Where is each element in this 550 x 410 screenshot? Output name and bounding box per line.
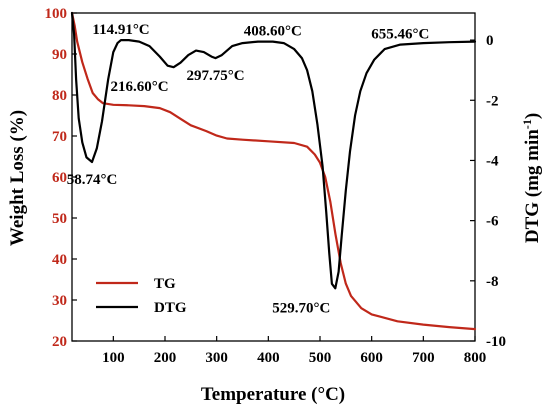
- x-tick-label: 400: [257, 350, 280, 366]
- x-tick-label: 300: [205, 350, 228, 366]
- legend-tg-label: TG: [154, 276, 176, 292]
- left-y-tick-label: 30: [52, 293, 67, 309]
- right-y-tick-label: -10: [486, 334, 506, 350]
- peak-annotation: 114.91°C: [92, 22, 149, 38]
- left-y-tick-label: 60: [52, 170, 67, 186]
- right-y-tick-label: -2: [486, 93, 499, 109]
- annotation-layer: 114.91°C 408.60°C 655.46°C 216.60°C 297.75°C…: [67, 22, 430, 316]
- x-axis: 100 200 300 400 500 600 700 800: [102, 336, 486, 366]
- peak-annotation: 297.75°C: [186, 68, 244, 84]
- x-tick-label: 100: [102, 350, 125, 366]
- series-layer: [70, 11, 477, 331]
- x-axis-title: Temperature (°C): [201, 384, 345, 405]
- x-tick-label: 700: [412, 350, 435, 366]
- left-y-tick-label: 70: [52, 129, 67, 145]
- peak-annotation: 58.74°C: [67, 172, 118, 188]
- right-y-axis-title-main: DTG (mg min: [522, 129, 543, 243]
- peak-annotation: 655.46°C: [371, 27, 429, 43]
- legend-dtg-label: DTG: [154, 300, 187, 316]
- peak-annotation: 529.70°C: [272, 300, 330, 316]
- x-tick-label: 500: [309, 350, 332, 366]
- left-y-tick-label: 20: [52, 334, 67, 350]
- left-y-axis: 20 30 40 50 60 70 80 90 100: [45, 6, 77, 350]
- right-y-tick-label: -6: [486, 214, 499, 230]
- x-tick-label: 800: [464, 350, 487, 366]
- legend: TG DTG: [96, 276, 187, 316]
- right-y-axis: 0 -2 -4 -6 -8 -10: [470, 33, 506, 350]
- right-y-tick-label: -4: [486, 153, 499, 169]
- right-y-axis-title: DTG (mg min-1): [520, 113, 543, 243]
- x-tick-label: 200: [154, 350, 177, 366]
- left-y-tick-label: 40: [52, 252, 67, 268]
- peak-annotation: 408.60°C: [244, 24, 302, 40]
- right-y-axis-title-exponent: -1: [520, 119, 534, 129]
- series-line-tg: [70, 11, 477, 331]
- right-y-axis-title-suffix: ): [522, 113, 543, 119]
- right-y-tick-label: -8: [486, 274, 499, 290]
- right-y-tick-label: 0: [486, 33, 494, 49]
- left-y-tick-label: 100: [45, 6, 68, 22]
- left-y-tick-label: 80: [52, 88, 67, 104]
- left-y-tick-label: 50: [52, 211, 67, 227]
- plot-area: 100 200 300 400 500 600 700 800 20 30 40 50 60 70 80 9…: [45, 6, 507, 366]
- left-y-tick-label: 90: [52, 47, 67, 63]
- series-line-dtg: [70, 11, 477, 290]
- plot-frame: [71, 12, 476, 342]
- x-tick-label: 600: [360, 350, 383, 366]
- peak-annotation: 216.60°C: [111, 79, 169, 95]
- left-y-axis-title: Weight Loss (%): [7, 110, 28, 246]
